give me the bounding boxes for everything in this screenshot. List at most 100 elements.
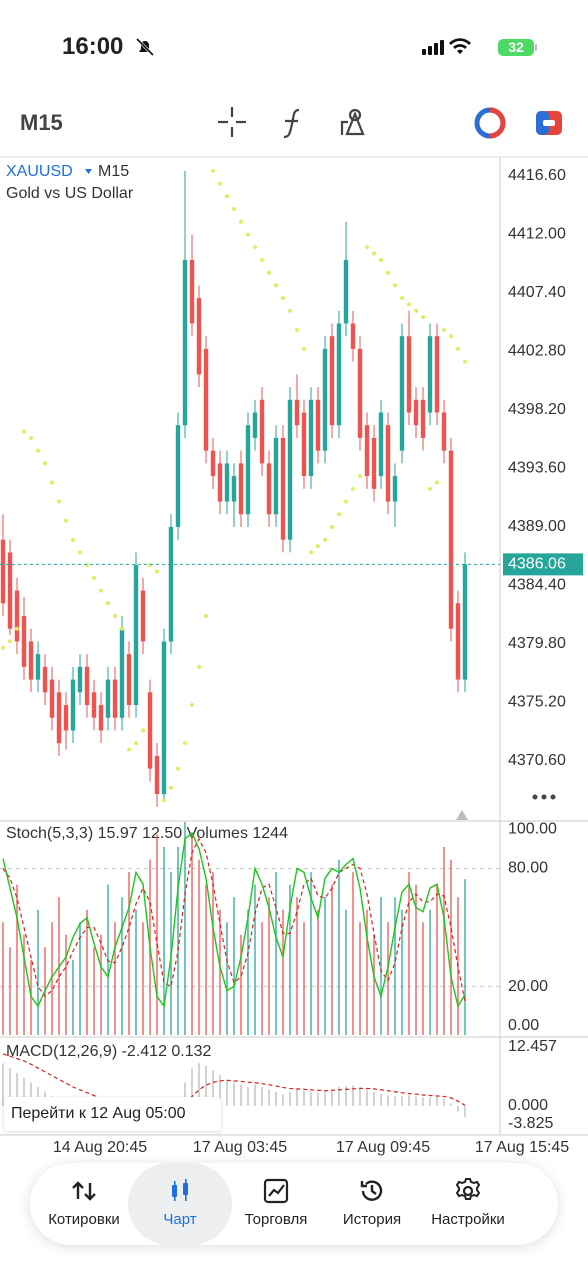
candle-body — [35, 654, 41, 680]
nav-item[interactable]: Настройки — [416, 1163, 520, 1245]
sar-dot — [43, 461, 47, 466]
sar-dot — [260, 257, 264, 262]
sar-dot — [190, 703, 194, 708]
sar-dot — [435, 480, 439, 485]
candle-body — [28, 641, 34, 680]
candle-body — [434, 336, 440, 413]
sar-dot — [386, 270, 390, 275]
sar-dot — [232, 207, 236, 212]
y-tick-label: 4407.40 — [508, 284, 566, 301]
toolbar-tools[interactable] — [215, 104, 375, 140]
candle-body — [294, 399, 300, 426]
macd-signal-line — [2, 1053, 466, 1112]
sar-dot — [337, 512, 341, 517]
sar-dot — [344, 499, 348, 504]
candle-body — [413, 399, 419, 426]
sar-dot — [148, 563, 152, 568]
symbol-dropdown[interactable] — [85, 169, 92, 174]
sar-dot — [211, 168, 215, 173]
candle-body — [63, 705, 69, 731]
sar-dot — [218, 181, 222, 186]
candle-body — [119, 628, 125, 718]
sar-dot — [120, 626, 124, 631]
stochastic-d-line — [2, 837, 466, 1002]
sar-dot — [330, 524, 334, 529]
chart-timeframe: M15 — [98, 163, 129, 180]
nav-item[interactable]: Чарт — [128, 1163, 232, 1245]
x-tick-label: 17 Aug 15:45 — [475, 1139, 569, 1156]
candle-body — [406, 336, 412, 413]
scroll-marker[interactable] — [456, 810, 468, 820]
candle-body — [49, 679, 55, 718]
sar-dot — [176, 766, 180, 771]
candle-body — [322, 348, 328, 451]
sar-dot — [99, 588, 103, 593]
y-tick-label: 0.00 — [508, 1017, 539, 1034]
nav-icon — [360, 1180, 383, 1201]
candle-body — [329, 336, 335, 426]
timeframe-button[interactable]: M15 — [20, 110, 63, 135]
nav-item[interactable]: Торговля — [224, 1163, 328, 1245]
candle-body — [378, 412, 384, 477]
sar-dot — [246, 232, 250, 237]
y-tick-label: 4416.60 — [508, 167, 566, 184]
candle-body — [21, 616, 27, 667]
candle-body — [392, 476, 398, 502]
sar-dot — [365, 245, 369, 250]
candle-body — [350, 323, 356, 349]
candle-body — [385, 425, 391, 502]
nav-label: Настройки — [431, 1211, 505, 1228]
status-icons — [422, 38, 537, 56]
candle-body — [133, 565, 139, 706]
candle-body — [343, 259, 349, 324]
candle-body — [189, 259, 195, 324]
candle-body — [112, 679, 118, 718]
candle-body — [42, 666, 48, 693]
candle-body — [98, 705, 104, 731]
candle-body — [224, 463, 230, 502]
sar-dot — [29, 435, 33, 440]
candle-body — [140, 590, 146, 642]
mute-icon — [135, 37, 155, 57]
candle-body — [182, 259, 188, 426]
x-tick-label: 17 Aug 09:45 — [336, 1139, 430, 1156]
candle-body — [448, 450, 454, 629]
sar-dot — [204, 614, 208, 618]
stochastic-k-line — [2, 831, 466, 1009]
symbol-description: Gold vs US Dollar — [6, 185, 134, 202]
sar-dot — [295, 327, 299, 332]
y-tick-label: 80.00 — [508, 860, 548, 877]
nav-label: Чарт — [163, 1211, 197, 1228]
nav-item[interactable]: Котировки — [32, 1163, 136, 1245]
symbol[interactable]: XAUUSD — [6, 163, 73, 180]
sar-dot — [400, 296, 404, 301]
sar-dot — [393, 283, 397, 288]
stochastic-label: Stoch(5,3,3) 15.97 12.50 Volumes 1244 — [6, 825, 288, 842]
candle-body — [420, 399, 426, 438]
y-tick-label: 4375.20 — [508, 694, 566, 711]
candle-body — [308, 399, 314, 477]
candle-body — [168, 526, 174, 642]
sar-dot — [113, 614, 117, 618]
current-price-label: 4386.06 — [508, 556, 566, 573]
candle-body — [203, 348, 209, 451]
toolbar-actions[interactable] — [470, 106, 570, 140]
y-tick-label: 4412.00 — [508, 226, 566, 243]
sar-dot — [50, 480, 54, 485]
candle-body — [280, 437, 286, 540]
nav-item[interactable]: История — [320, 1163, 424, 1245]
x-tick-label: 14 Aug 20:45 — [53, 1139, 147, 1156]
more-button[interactable] — [532, 794, 556, 800]
sar-dot — [141, 728, 145, 733]
candle-body — [91, 692, 97, 718]
candle-body — [217, 463, 223, 502]
current-price-box — [503, 553, 583, 576]
sar-dot — [274, 283, 278, 288]
sar-dot — [316, 544, 320, 549]
nav-icon — [455, 1178, 481, 1200]
candle-body — [455, 603, 461, 680]
macd-label: MACD(12,26,9) -2.412 0.132 — [6, 1043, 212, 1060]
goto-tooltip[interactable]: Перейти к 12 Aug 05:00 — [4, 1097, 221, 1131]
chart[interactable]: XAUUSD M15 Gold vs US Dollar Stoch(5,3,3… — [0, 0, 588, 1160]
y-tick-label: 4402.80 — [508, 343, 566, 360]
